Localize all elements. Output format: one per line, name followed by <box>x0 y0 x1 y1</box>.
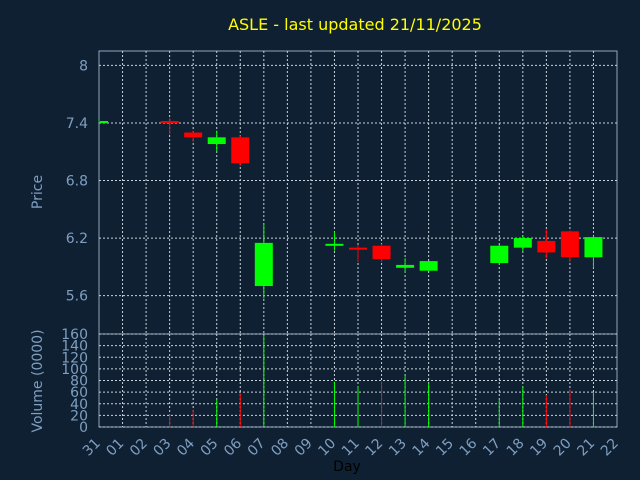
candlestick-series <box>98 118 603 299</box>
volume-tick-label: 100 <box>61 362 88 378</box>
volume-tick-label: 0 <box>79 420 88 436</box>
volume-tick-label: 40 <box>70 397 88 413</box>
price-tick-label: 7.4 <box>66 116 88 132</box>
volume-axis-label: Volume (0000) <box>30 329 46 432</box>
x-tick-labels: 31 01 02 03 04 05 06 07 08 09 10 11 12 13 14 15 16 17 18 19… <box>80 435 622 459</box>
price-tick-label: 6.8 <box>66 174 88 190</box>
candle <box>254 223 273 299</box>
candle <box>584 236 603 268</box>
candle <box>349 244 367 263</box>
candle-body <box>419 261 438 271</box>
candle <box>160 118 179 135</box>
price-tick-label: 5.6 <box>66 289 88 305</box>
candle-body <box>207 137 226 145</box>
candle-body <box>100 121 108 124</box>
candle-body <box>254 242 273 287</box>
candle-body <box>537 240 556 253</box>
candle-body <box>349 247 367 250</box>
candle-body <box>325 243 344 246</box>
candle-body <box>184 132 203 138</box>
candle <box>513 236 532 252</box>
candle <box>537 229 556 259</box>
volume-tick-label: 140 <box>61 339 88 355</box>
candle-body <box>560 231 579 258</box>
candle-body <box>372 245 391 260</box>
candle <box>560 230 579 263</box>
candle <box>184 130 203 143</box>
candle <box>207 130 226 152</box>
candle <box>231 135 250 167</box>
price-tick-label: 6.2 <box>66 231 88 247</box>
candle <box>372 243 391 263</box>
price-axis-label: Price <box>30 175 46 209</box>
volume-tick-label: 60 <box>70 385 88 401</box>
candle-body <box>231 137 250 164</box>
candle <box>419 261 438 271</box>
volume-tick-label: 20 <box>70 408 88 424</box>
volume-tick-label: 120 <box>61 350 88 366</box>
volume-tick-label: 80 <box>70 374 88 390</box>
price-tick-label: 8 <box>79 58 88 74</box>
candle-body <box>513 238 532 248</box>
candle <box>325 231 344 251</box>
candle <box>98 120 108 124</box>
candle-body <box>584 237 603 258</box>
volume-bar-series <box>169 335 594 427</box>
chart-title: ASLE - last updated 21/11/2025 <box>228 15 482 34</box>
candle-body <box>160 121 179 124</box>
price-grid <box>99 51 617 334</box>
candle <box>396 258 415 273</box>
volume-tick-label: 160 <box>61 327 88 343</box>
x-axis-label: Day <box>333 459 361 475</box>
candle-body <box>490 245 509 264</box>
candle <box>490 244 509 265</box>
price-y-ticks: 5.6 6.2 6.8 7.4 8 <box>66 58 88 304</box>
candle-body <box>396 264 415 268</box>
